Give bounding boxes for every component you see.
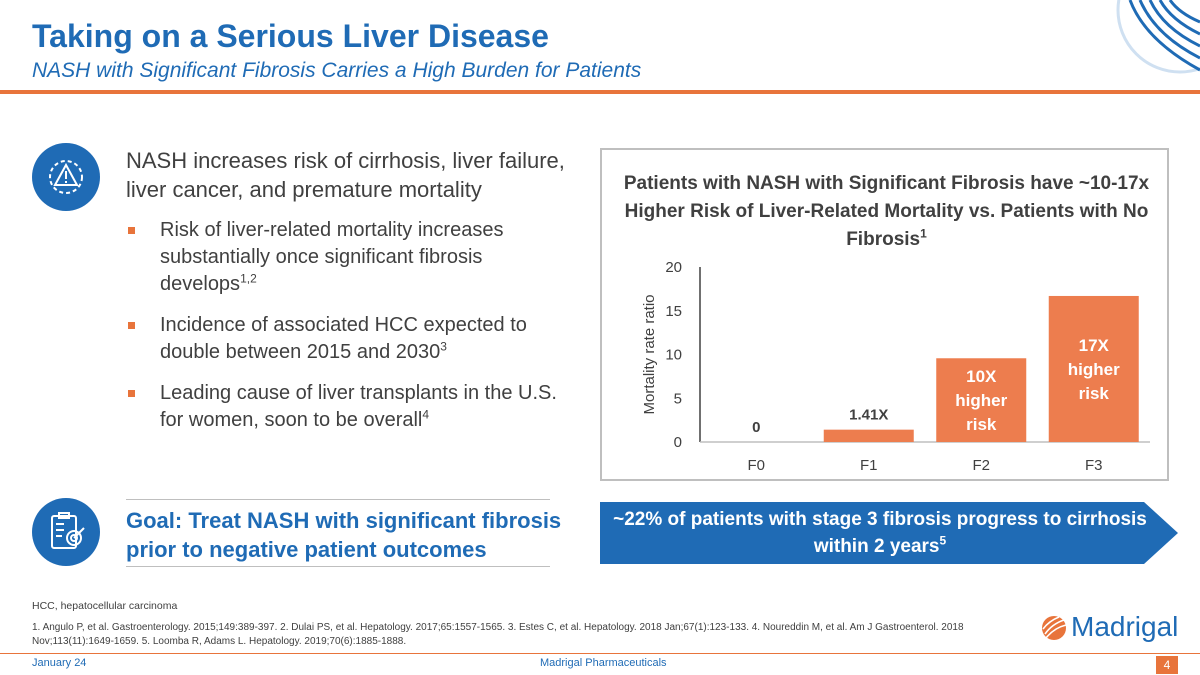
brand-name: Madrigal	[1071, 611, 1179, 642]
page-number: 4	[1156, 656, 1178, 674]
references: 1. Angulo P, et al. Gastroenterology. 20…	[32, 622, 964, 647]
list-item: Leading cause of liver transplants in th…	[128, 380, 568, 434]
bar-data-label: 17X higher risk	[1068, 336, 1120, 403]
x-tick-label: F3	[1085, 457, 1103, 474]
page-title: Taking on a Serious Liver Disease	[32, 18, 549, 54]
list-item: Risk of liver-related mortality increase…	[128, 217, 568, 298]
globe-logo-icon	[1116, 0, 1200, 74]
x-tick-label: F0	[747, 457, 765, 474]
goal-divider-top	[126, 499, 550, 500]
bar-f3	[1048, 295, 1139, 442]
callout-text: ~22% of patients with stage 3 fibrosis p…	[613, 509, 1147, 557]
y-tick-label: 20	[665, 259, 682, 276]
bar-f2	[936, 358, 1027, 442]
abbreviation-note: HCC, hepatocellular carcinoma	[32, 600, 178, 612]
clipboard-target-icon	[32, 498, 100, 566]
bar-data-label: 10X higher risk	[955, 367, 1007, 434]
goal-statement: Goal: Treat NASH with significant fibros…	[126, 508, 562, 562]
bar-data-label: 0	[752, 419, 760, 436]
bar-f1	[823, 429, 914, 442]
y-tick-label: 10	[665, 347, 682, 364]
footer-date: January 24	[32, 657, 87, 669]
y-tick-label: 5	[674, 390, 682, 407]
warning-gear-icon	[32, 143, 100, 211]
bar-data-label: 1.41X	[849, 407, 888, 424]
footer-divider	[0, 653, 1200, 654]
x-tick-label: F2	[972, 457, 990, 474]
page-subtitle: NASH with Significant Fibrosis Carries a…	[32, 59, 642, 82]
chart-title: Patients with NASH with Significant Fibr…	[623, 173, 1150, 250]
madrigal-logo-icon	[1042, 616, 1067, 640]
callout-banner	[600, 502, 1178, 564]
goal-divider-bottom	[126, 566, 550, 567]
x-tick-label: F1	[860, 457, 878, 474]
y-tick-label: 15	[665, 303, 682, 320]
mortality-chart: Patients with NASH with Significant Fibr…	[600, 148, 1169, 481]
lead-statement: NASH increases risk of cirrhosis, liver …	[126, 148, 565, 202]
bullet-list: Risk of liver-related mortality increase…	[128, 217, 568, 448]
footer-company: Madrigal Pharmaceuticals	[540, 657, 667, 669]
y-tick-label: 0	[674, 434, 682, 451]
title-divider	[0, 90, 1200, 94]
y-axis-label: Mortality rate ratio	[641, 294, 658, 414]
chart-plot: 0 5 10 15 20 Mortality rate ratio F0 0 F1 1.41X F2…	[641, 259, 1150, 474]
list-item: Incidence of associated HCC expected to …	[128, 312, 568, 366]
